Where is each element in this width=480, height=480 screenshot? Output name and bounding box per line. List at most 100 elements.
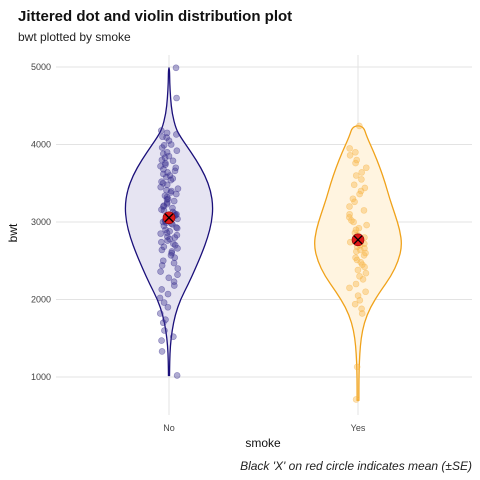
data-point [158,348,166,355]
data-point [163,129,171,137]
data-point [353,248,360,255]
data-point [172,190,180,198]
data-point [359,276,367,283]
mean-markers [162,211,365,247]
data-point [158,262,166,269]
data-point [162,159,169,167]
y-tick-label: 3000 [31,217,51,227]
data-point [165,137,173,144]
data-point [159,133,166,141]
y-tick-labels: 1000 2000 3000 4000 5000 [31,62,51,382]
x-tick-labels: No Yes [163,423,366,433]
y-tick-label: 5000 [31,62,51,72]
data-point [162,226,169,234]
data-point [346,152,354,159]
data-point [156,310,164,317]
data-point [157,230,165,237]
data-point [160,222,168,230]
data-point [167,176,175,184]
data-point [158,337,165,344]
data-point [171,234,179,241]
x-axis-title: smoke [245,436,281,450]
data-point [351,198,358,206]
y-axis-title: bwt [6,223,20,242]
y-tick-label: 2000 [31,295,51,305]
data-point [352,159,359,167]
y-tick-label: 4000 [31,140,51,150]
data-point [351,300,359,308]
data-point [361,263,368,271]
data-point [167,252,175,259]
data-point [160,299,168,306]
data-point [172,64,180,72]
data-point [158,144,166,151]
data-point [173,224,181,232]
data-point [174,271,181,279]
data-point [360,252,368,259]
data-point [173,372,181,379]
data-point [173,131,180,138]
data-point [169,157,177,165]
data-point [171,254,179,261]
data-point [362,288,369,296]
data-point [170,282,178,289]
chart-title: Jittered dot and violin distribution plo… [18,8,292,25]
data-point [164,237,171,244]
data-point [163,181,171,189]
x-tick-label: No [163,423,175,433]
data-point [165,274,173,282]
x-tick-label: Yes [351,423,366,433]
data-point [164,195,172,203]
data-point [354,266,362,274]
y-tick-label: 1000 [31,372,51,382]
data-point [158,206,165,213]
data-point [173,147,181,154]
data-point [357,246,364,254]
data-point [164,303,172,311]
data-point [358,169,366,176]
data-point [349,195,357,203]
data-point [170,259,178,267]
data-point [352,172,360,179]
data-point [174,215,181,223]
data-point [165,152,173,160]
data-point [352,148,359,156]
data-point [159,179,167,187]
data-point [163,173,170,181]
data-point [353,363,361,371]
data-point [350,181,358,189]
data-point [156,294,164,302]
data-point [158,286,166,293]
data-point [158,246,166,254]
data-point [346,284,353,292]
data-point [346,145,353,152]
mean-x-mark [353,235,363,245]
data-point [164,290,172,298]
data-point [357,187,365,195]
data-point [356,296,364,304]
data-point [350,218,357,226]
data-point [356,122,363,130]
mean-x-mark [164,213,174,223]
data-point [356,190,363,198]
data-point [362,269,370,277]
data-point [170,197,178,205]
data-point [159,319,167,327]
data-point [363,221,370,229]
data-point [174,265,182,272]
chart-caption: Black 'X' on red circle indicates mean (… [240,459,472,473]
data-point [173,94,180,102]
data-point [352,280,360,288]
data-point [358,176,365,183]
data-point [358,310,366,317]
data-point [353,256,361,264]
data-point [174,245,181,252]
data-point [174,185,182,192]
data-point [352,396,360,403]
data-point [157,183,165,191]
data-point [163,200,171,208]
data-point [160,207,168,214]
gridlines [56,55,472,415]
data-point [346,203,353,210]
